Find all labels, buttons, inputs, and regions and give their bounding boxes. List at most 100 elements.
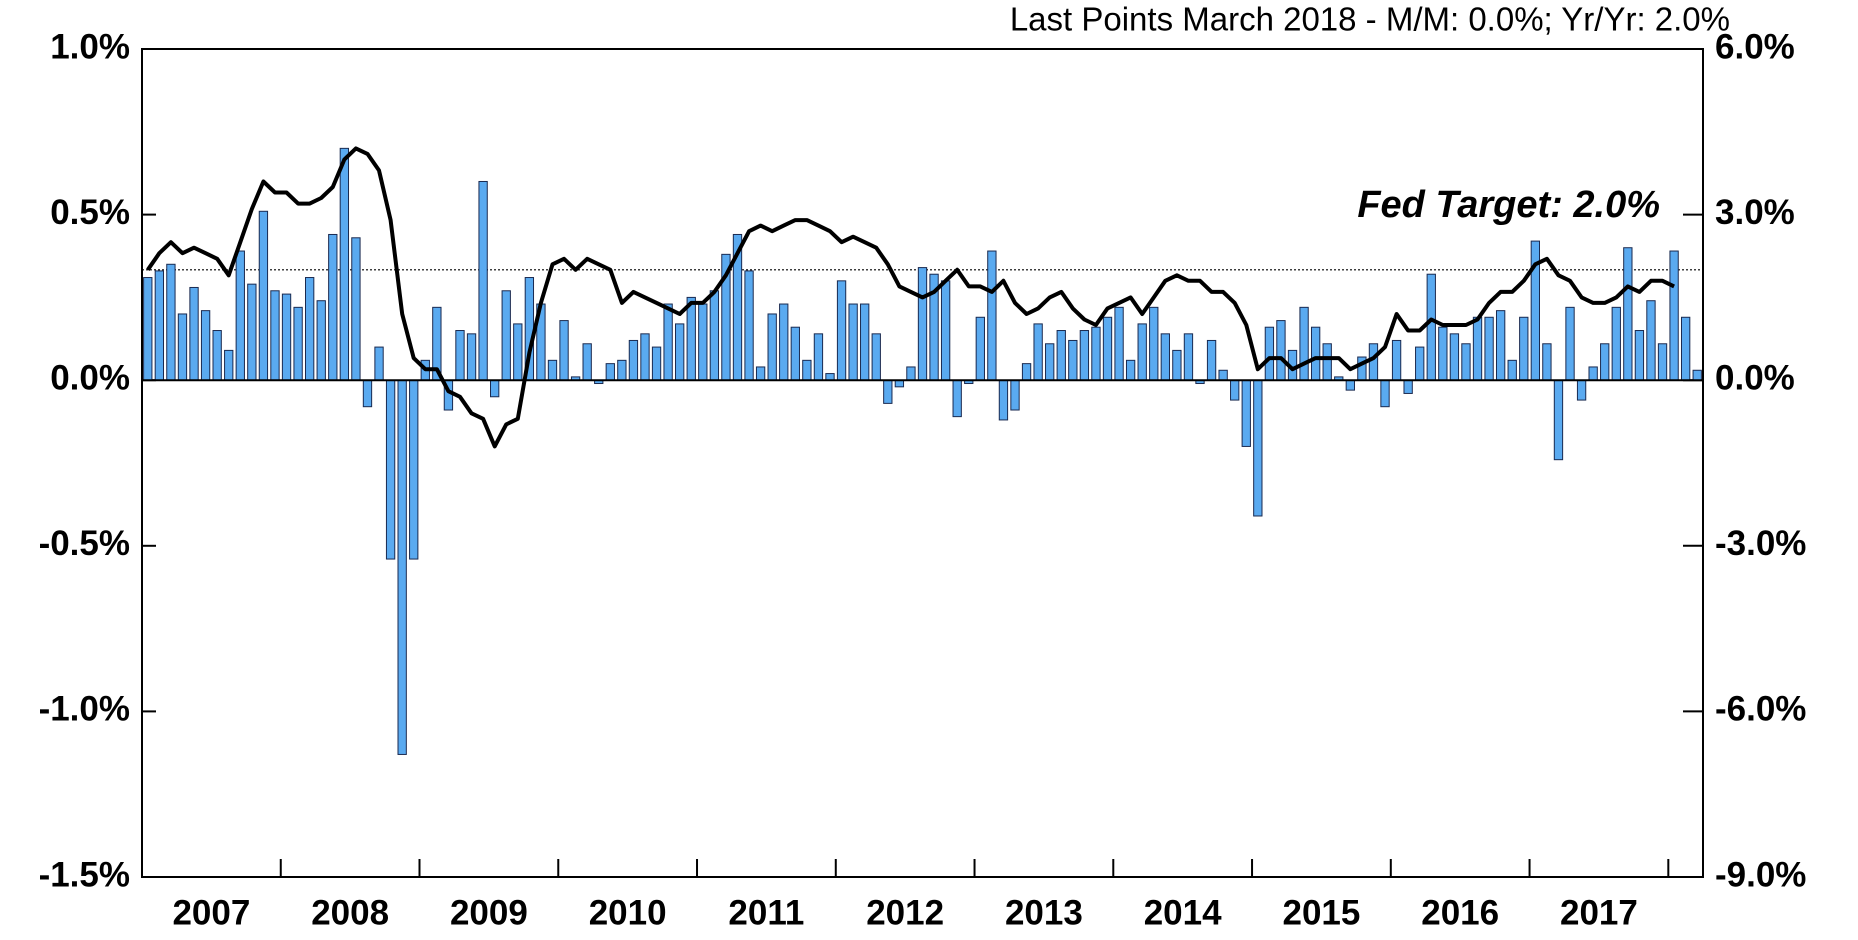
bar: [1415, 346, 1425, 381]
x-tick-label: 2007: [172, 893, 250, 932]
bar: [1623, 247, 1633, 381]
bar: [513, 323, 523, 381]
bar: [455, 330, 465, 381]
bar: [1253, 379, 1263, 517]
bar: [917, 267, 928, 381]
bar: [212, 330, 222, 381]
bar: [755, 366, 766, 381]
bar: [1565, 306, 1575, 381]
bar: [1206, 339, 1217, 381]
bar: [1426, 273, 1436, 381]
bar: [628, 339, 639, 381]
bar: [224, 349, 234, 381]
bar: [166, 263, 176, 381]
bar: [1588, 366, 1598, 381]
bar: [1230, 379, 1240, 401]
bar: [1114, 306, 1124, 381]
bar: [1495, 310, 1506, 381]
bar: [1391, 339, 1402, 381]
bar: [1542, 343, 1552, 381]
bar: [1056, 330, 1066, 381]
bar: [848, 303, 858, 381]
bar: [1692, 369, 1702, 381]
bar: [1345, 379, 1355, 391]
bar: [698, 303, 708, 381]
bar: [547, 359, 558, 381]
x-tick-label: 2014: [1144, 893, 1222, 932]
bar: [1438, 326, 1448, 381]
bar: [559, 320, 569, 381]
bar: [1091, 326, 1101, 381]
bar: [617, 359, 627, 381]
bar: [293, 306, 303, 381]
x-tick-label: 2010: [589, 893, 667, 932]
bar: [744, 270, 754, 381]
bar: [860, 303, 870, 381]
y2-tick-label: 6.0%: [1715, 27, 1795, 66]
bar: [490, 379, 500, 398]
x-tick-label: 2011: [728, 893, 804, 932]
bar: [1646, 300, 1656, 381]
bar: [767, 313, 777, 381]
bar: [1160, 333, 1170, 381]
bar: [1218, 369, 1228, 381]
y2-tick-label: -9.0%: [1715, 855, 1806, 894]
bar: [1403, 379, 1413, 394]
bar: [663, 303, 673, 381]
x-tick-label: 2013: [1005, 893, 1083, 932]
bar: [1322, 343, 1332, 381]
bar: [1368, 343, 1379, 381]
bar: [409, 379, 419, 560]
bar: [675, 323, 685, 381]
bar: [247, 283, 257, 381]
bar: [640, 333, 650, 381]
bar: [1033, 323, 1043, 381]
bar: [177, 313, 188, 381]
bar: [940, 280, 951, 381]
plot-frame: [141, 48, 1704, 878]
bar: [478, 180, 488, 381]
bar: [466, 333, 477, 381]
bar: [328, 233, 338, 381]
y-tick-label: 0.0%: [50, 358, 130, 397]
bar: [1680, 316, 1691, 381]
bar: [1068, 339, 1078, 381]
bar: [374, 346, 384, 381]
bar: [143, 277, 153, 381]
bar: [1102, 316, 1113, 381]
bar: [1010, 379, 1020, 411]
bar: [1634, 330, 1645, 381]
bar: [582, 343, 592, 381]
bar: [362, 379, 373, 408]
bar: [501, 290, 511, 381]
bar: [709, 290, 720, 381]
bar: [1380, 379, 1390, 408]
bar: [1045, 343, 1055, 381]
bar: [339, 147, 350, 381]
bar: [1183, 333, 1194, 381]
bar: [154, 270, 165, 381]
x-tick-label: 2008: [311, 893, 389, 932]
bar: [1611, 306, 1621, 381]
bar: [1519, 316, 1529, 381]
bar: [200, 310, 211, 381]
bar: [605, 363, 615, 381]
y2-tick-label: 0.0%: [1715, 358, 1795, 397]
bar: [1241, 379, 1251, 447]
y-tick-label: -0.5%: [39, 524, 130, 563]
x-tick-label: 2012: [866, 893, 944, 932]
bar: [397, 379, 407, 755]
bar: [1149, 306, 1159, 381]
bar: [871, 333, 881, 381]
bar: [1172, 349, 1182, 381]
bar: [813, 333, 824, 381]
bar: [1600, 343, 1610, 381]
bar: [686, 296, 696, 381]
bar: [987, 250, 997, 381]
y2-tick-label: -6.0%: [1715, 690, 1806, 729]
bar: [998, 379, 1009, 421]
line: [146, 146, 1675, 449]
bar: [1079, 330, 1090, 381]
y-tick-label: 1.0%: [50, 27, 130, 66]
